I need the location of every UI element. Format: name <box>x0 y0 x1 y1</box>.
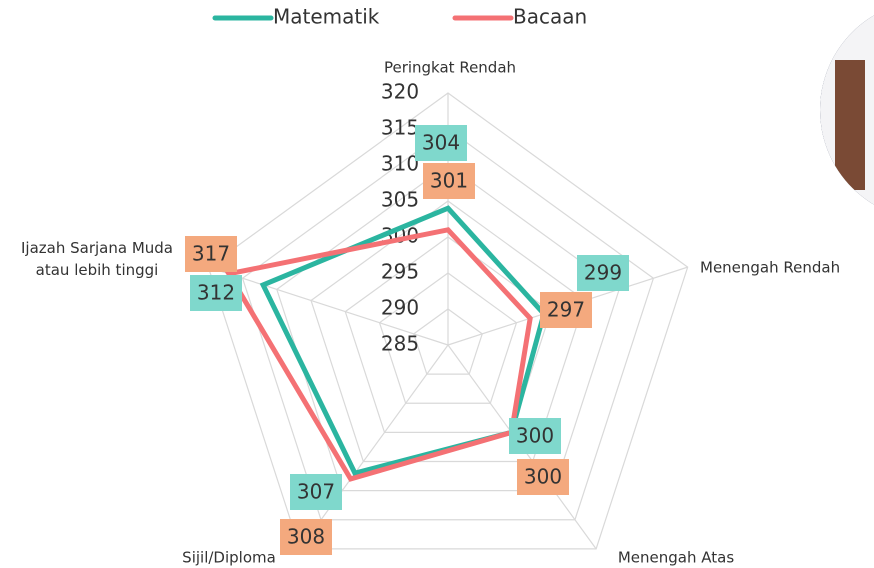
y-tick-label: 295 <box>381 260 419 284</box>
category-label: Menengah Atas <box>618 549 734 567</box>
category-label: Peringkat Rendah <box>384 59 516 77</box>
data-label: 304 <box>422 131 460 155</box>
y-tick-label: 320 <box>381 80 419 104</box>
data-label: 300 <box>516 424 554 448</box>
y-tick-label: 315 <box>381 116 419 140</box>
y-tick-label: 305 <box>381 188 419 212</box>
data-label: 301 <box>430 169 468 193</box>
photo <box>820 0 874 230</box>
series-line <box>229 230 530 479</box>
data-label: 297 <box>547 298 585 322</box>
page: {"chart_data": {"type": "radar", "catego… <box>0 0 874 568</box>
y-tick-label: 285 <box>381 332 419 356</box>
spoke <box>300 345 448 549</box>
data-label: 299 <box>584 261 622 285</box>
category-label: Sijil/Diploma <box>182 549 276 567</box>
data-label: 307 <box>297 480 335 504</box>
chart: 285 290 295 300 305 310 315 320 Peringkat Rendah… <box>0 0 874 568</box>
y-tick-label: 290 <box>381 296 419 320</box>
category-label: Menengah Rendah <box>700 259 840 277</box>
legend-label: Matematik <box>273 5 380 29</box>
data-label: 300 <box>524 465 562 489</box>
data-label: 308 <box>287 525 325 549</box>
data-label: 317 <box>192 242 230 266</box>
legend-label: Bacaan <box>513 5 587 29</box>
category-label: Ijazah Sarjana Muda atau lebih tinggi <box>4 237 190 281</box>
data-label: 312 <box>197 281 235 305</box>
y-tick-label: 310 <box>381 152 419 176</box>
